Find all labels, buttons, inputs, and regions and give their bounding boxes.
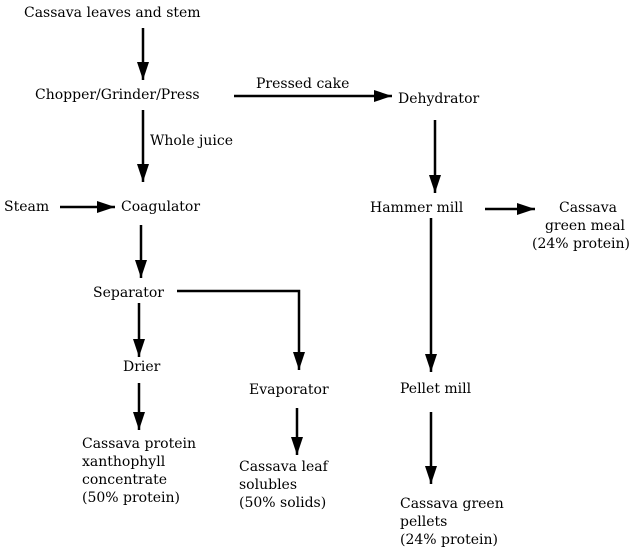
edge-label-pressed-cake: Pressed cake [256, 76, 349, 92]
product-pellets-line2: pellets [400, 514, 447, 530]
edge-label-whole-juice: Whole juice [150, 133, 233, 149]
node-chopper: Chopper/Grinder/Press [35, 87, 200, 103]
node-evaporator: Evaporator [249, 382, 329, 398]
product-concentrate-line2: xanthophyll [82, 454, 166, 470]
product-green-meal-line3: (24% protein) [532, 236, 630, 252]
product-green-meal-line2: green meal [545, 218, 626, 234]
node-drier: Drier [123, 359, 161, 375]
arrow-separator-evaporator [177, 289, 305, 370]
product-green-meal-line1: Cassava [559, 200, 617, 216]
node-separator: Separator [93, 285, 164, 301]
product-concentrate-line3: concentrate [82, 472, 167, 488]
product-solubles-line2: solubles [239, 477, 297, 493]
node-pellet-mill: Pellet mill [400, 381, 472, 397]
product-solubles-line3: (50% solids) [239, 495, 326, 511]
product-pellets-line3: (24% protein) [400, 532, 498, 548]
product-concentrate-line1: Cassava protein [82, 436, 196, 452]
product-concentrate-line4: (50% protein) [82, 490, 180, 506]
product-pellets-line1: Cassava green [400, 496, 504, 512]
node-coagulator: Coagulator [121, 199, 200, 215]
node-source: Cassava leaves and stem [24, 5, 201, 21]
product-solubles-line1: Cassava leaf [239, 459, 330, 475]
node-steam: Steam [4, 199, 49, 215]
node-hammer-mill: Hammer mill [370, 200, 464, 216]
node-dehydrator: Dehydrator [398, 91, 479, 107]
